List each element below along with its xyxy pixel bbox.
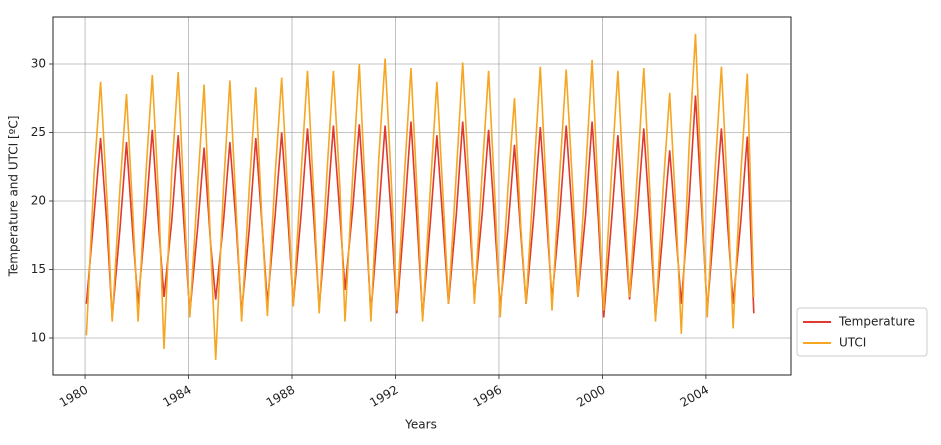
x-tick-label: 1980 [57, 383, 90, 410]
plot-frame [52, 16, 792, 376]
y-tick-label: 25 [31, 125, 46, 139]
y-tick-label: 20 [31, 194, 46, 208]
series-line [85, 33, 755, 360]
legend-label: UTCI [839, 336, 866, 350]
y-tick-label: 30 [31, 56, 46, 70]
x-tick-label: 1992 [367, 383, 400, 410]
y-tick-label: 15 [31, 262, 46, 276]
x-tick-label: 2000 [574, 383, 607, 410]
x-tick-label: 1984 [160, 383, 193, 410]
x-tick-label: 1988 [264, 383, 297, 410]
legend-label: Temperature [838, 315, 915, 329]
x-tick-label: 2004 [678, 383, 711, 410]
y-tick-label: 10 [31, 331, 46, 345]
y-axis-label: Temperature and UTCI [ºC] [7, 116, 21, 278]
x-tick-label: 1996 [471, 383, 504, 410]
x-axis-label: Years [404, 418, 437, 432]
